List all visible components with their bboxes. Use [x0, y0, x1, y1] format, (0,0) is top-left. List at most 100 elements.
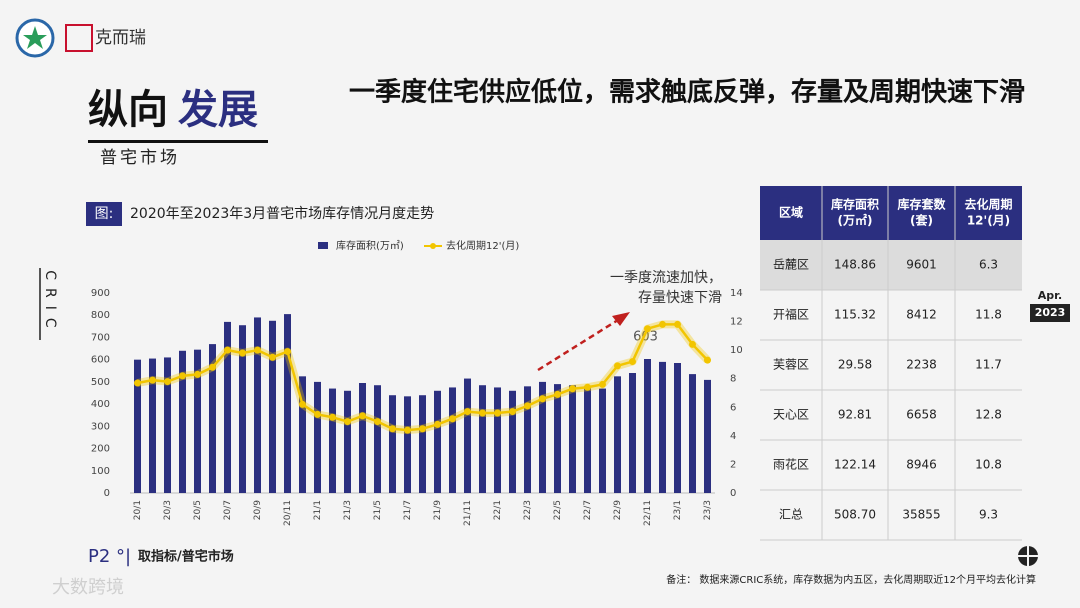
footer-label: 取指标/普宅市场	[138, 549, 234, 565]
table-cell: 8412	[906, 308, 937, 322]
icon-cross	[1018, 546, 1038, 566]
section-title-b: 发展	[178, 87, 258, 133]
line-point	[479, 409, 486, 417]
bar	[404, 396, 411, 493]
table-header-cell: 库存面积	[831, 197, 879, 212]
table-header	[760, 186, 1022, 240]
table-cell: 148.86	[834, 258, 876, 272]
x-tick-label: 21/3	[343, 500, 353, 520]
bar	[659, 361, 666, 493]
line-point	[539, 395, 546, 403]
line-point	[464, 408, 471, 416]
annotation-arrow	[537, 318, 619, 372]
line-point	[629, 358, 636, 366]
line-point	[164, 378, 171, 386]
x-tick-label: 22/1	[493, 500, 503, 520]
bar	[359, 383, 366, 493]
table-cell: 6.3	[979, 258, 998, 272]
brand: 克而瑞	[95, 28, 146, 48]
bar	[494, 387, 501, 493]
line-point	[284, 348, 291, 356]
x-tick-label: 20/1	[133, 500, 143, 520]
bar	[539, 381, 546, 493]
annotation: 存量快速下滑	[638, 289, 722, 306]
table-cell: 2238	[906, 358, 937, 372]
line-point	[704, 356, 711, 364]
page-number: P2 °|	[88, 546, 131, 567]
line-point	[419, 425, 426, 433]
x-tick-label: 23/1	[673, 500, 683, 520]
table-header-cell: 库存套数	[897, 197, 946, 212]
table-cell: 开福区	[773, 307, 809, 322]
y-tick-label: 500	[91, 377, 110, 388]
legend-label: 去化周期12'(月)	[446, 239, 519, 252]
table-cell: 508.70	[834, 508, 876, 522]
x-tick-label: 22/5	[553, 500, 563, 520]
y-tick-label: 0	[104, 488, 110, 499]
x-tick-label: 23/3	[703, 500, 713, 520]
line-point	[314, 410, 321, 418]
line-point	[254, 346, 261, 354]
bar	[644, 359, 651, 493]
table-cell: 岳麓区	[773, 258, 809, 272]
figure-tag: 图:	[95, 206, 114, 222]
annotation-arrowhead	[612, 312, 630, 326]
table-row-highlight	[760, 240, 1022, 290]
line-point	[299, 400, 306, 408]
table-cell: 8946	[906, 458, 937, 472]
table-cell: 10.8	[975, 458, 1002, 472]
table-cell: 天心区	[773, 408, 809, 422]
bar	[434, 390, 441, 493]
table-header-cell: 区域	[779, 205, 803, 220]
line-point	[554, 390, 561, 398]
table-cell: 92.81	[838, 408, 872, 422]
bar	[389, 395, 396, 493]
table-cell: 11.7	[975, 358, 1002, 372]
y-tick-label: 200	[91, 444, 110, 455]
bar	[239, 325, 246, 493]
x-tick-label: 21/1	[313, 500, 323, 520]
bar	[284, 314, 291, 493]
line-point	[509, 408, 516, 416]
bar	[134, 359, 141, 493]
bar	[479, 385, 486, 493]
x-tick-label: 20/3	[163, 500, 173, 520]
table-header-cell: 去化周期	[964, 197, 1012, 212]
bar	[344, 390, 351, 493]
logo-seal	[65, 24, 93, 52]
bar	[254, 317, 261, 493]
line-point	[644, 325, 651, 333]
side-mark: CRIC	[42, 270, 58, 335]
bar	[554, 384, 561, 493]
data-label: 603	[633, 330, 658, 345]
y2-tick-label: 8	[730, 374, 736, 385]
table-cell: 9601	[906, 258, 937, 272]
headline: 一季度住宅供应低位，需求触底反弹，存量及周期快速下滑	[349, 77, 1025, 108]
x-tick-label: 22/3	[523, 500, 533, 520]
bar	[449, 387, 456, 493]
line-point	[674, 320, 681, 328]
bar	[584, 386, 591, 493]
line-point	[269, 353, 276, 361]
bar	[419, 395, 426, 493]
line-point	[374, 418, 381, 426]
x-tick-label: 21/7	[403, 500, 413, 520]
bar	[194, 349, 201, 493]
line-point	[239, 349, 246, 357]
y-tick-label: 300	[91, 421, 110, 432]
y-tick-label: 100	[91, 466, 110, 477]
bar	[164, 357, 171, 493]
date-month: Apr.	[1038, 289, 1062, 302]
bar	[689, 374, 696, 493]
bar	[569, 385, 576, 493]
table-header-cell: 12'(月)	[967, 214, 1010, 228]
line-point	[179, 372, 186, 380]
bar	[209, 344, 216, 493]
bar	[374, 385, 381, 493]
x-tick-label: 22/7	[583, 500, 593, 520]
y2-tick-label: 2	[730, 459, 736, 470]
y-tick-label: 900	[91, 288, 110, 299]
line-point	[149, 376, 156, 384]
table-cell: 11.8	[975, 308, 1002, 322]
